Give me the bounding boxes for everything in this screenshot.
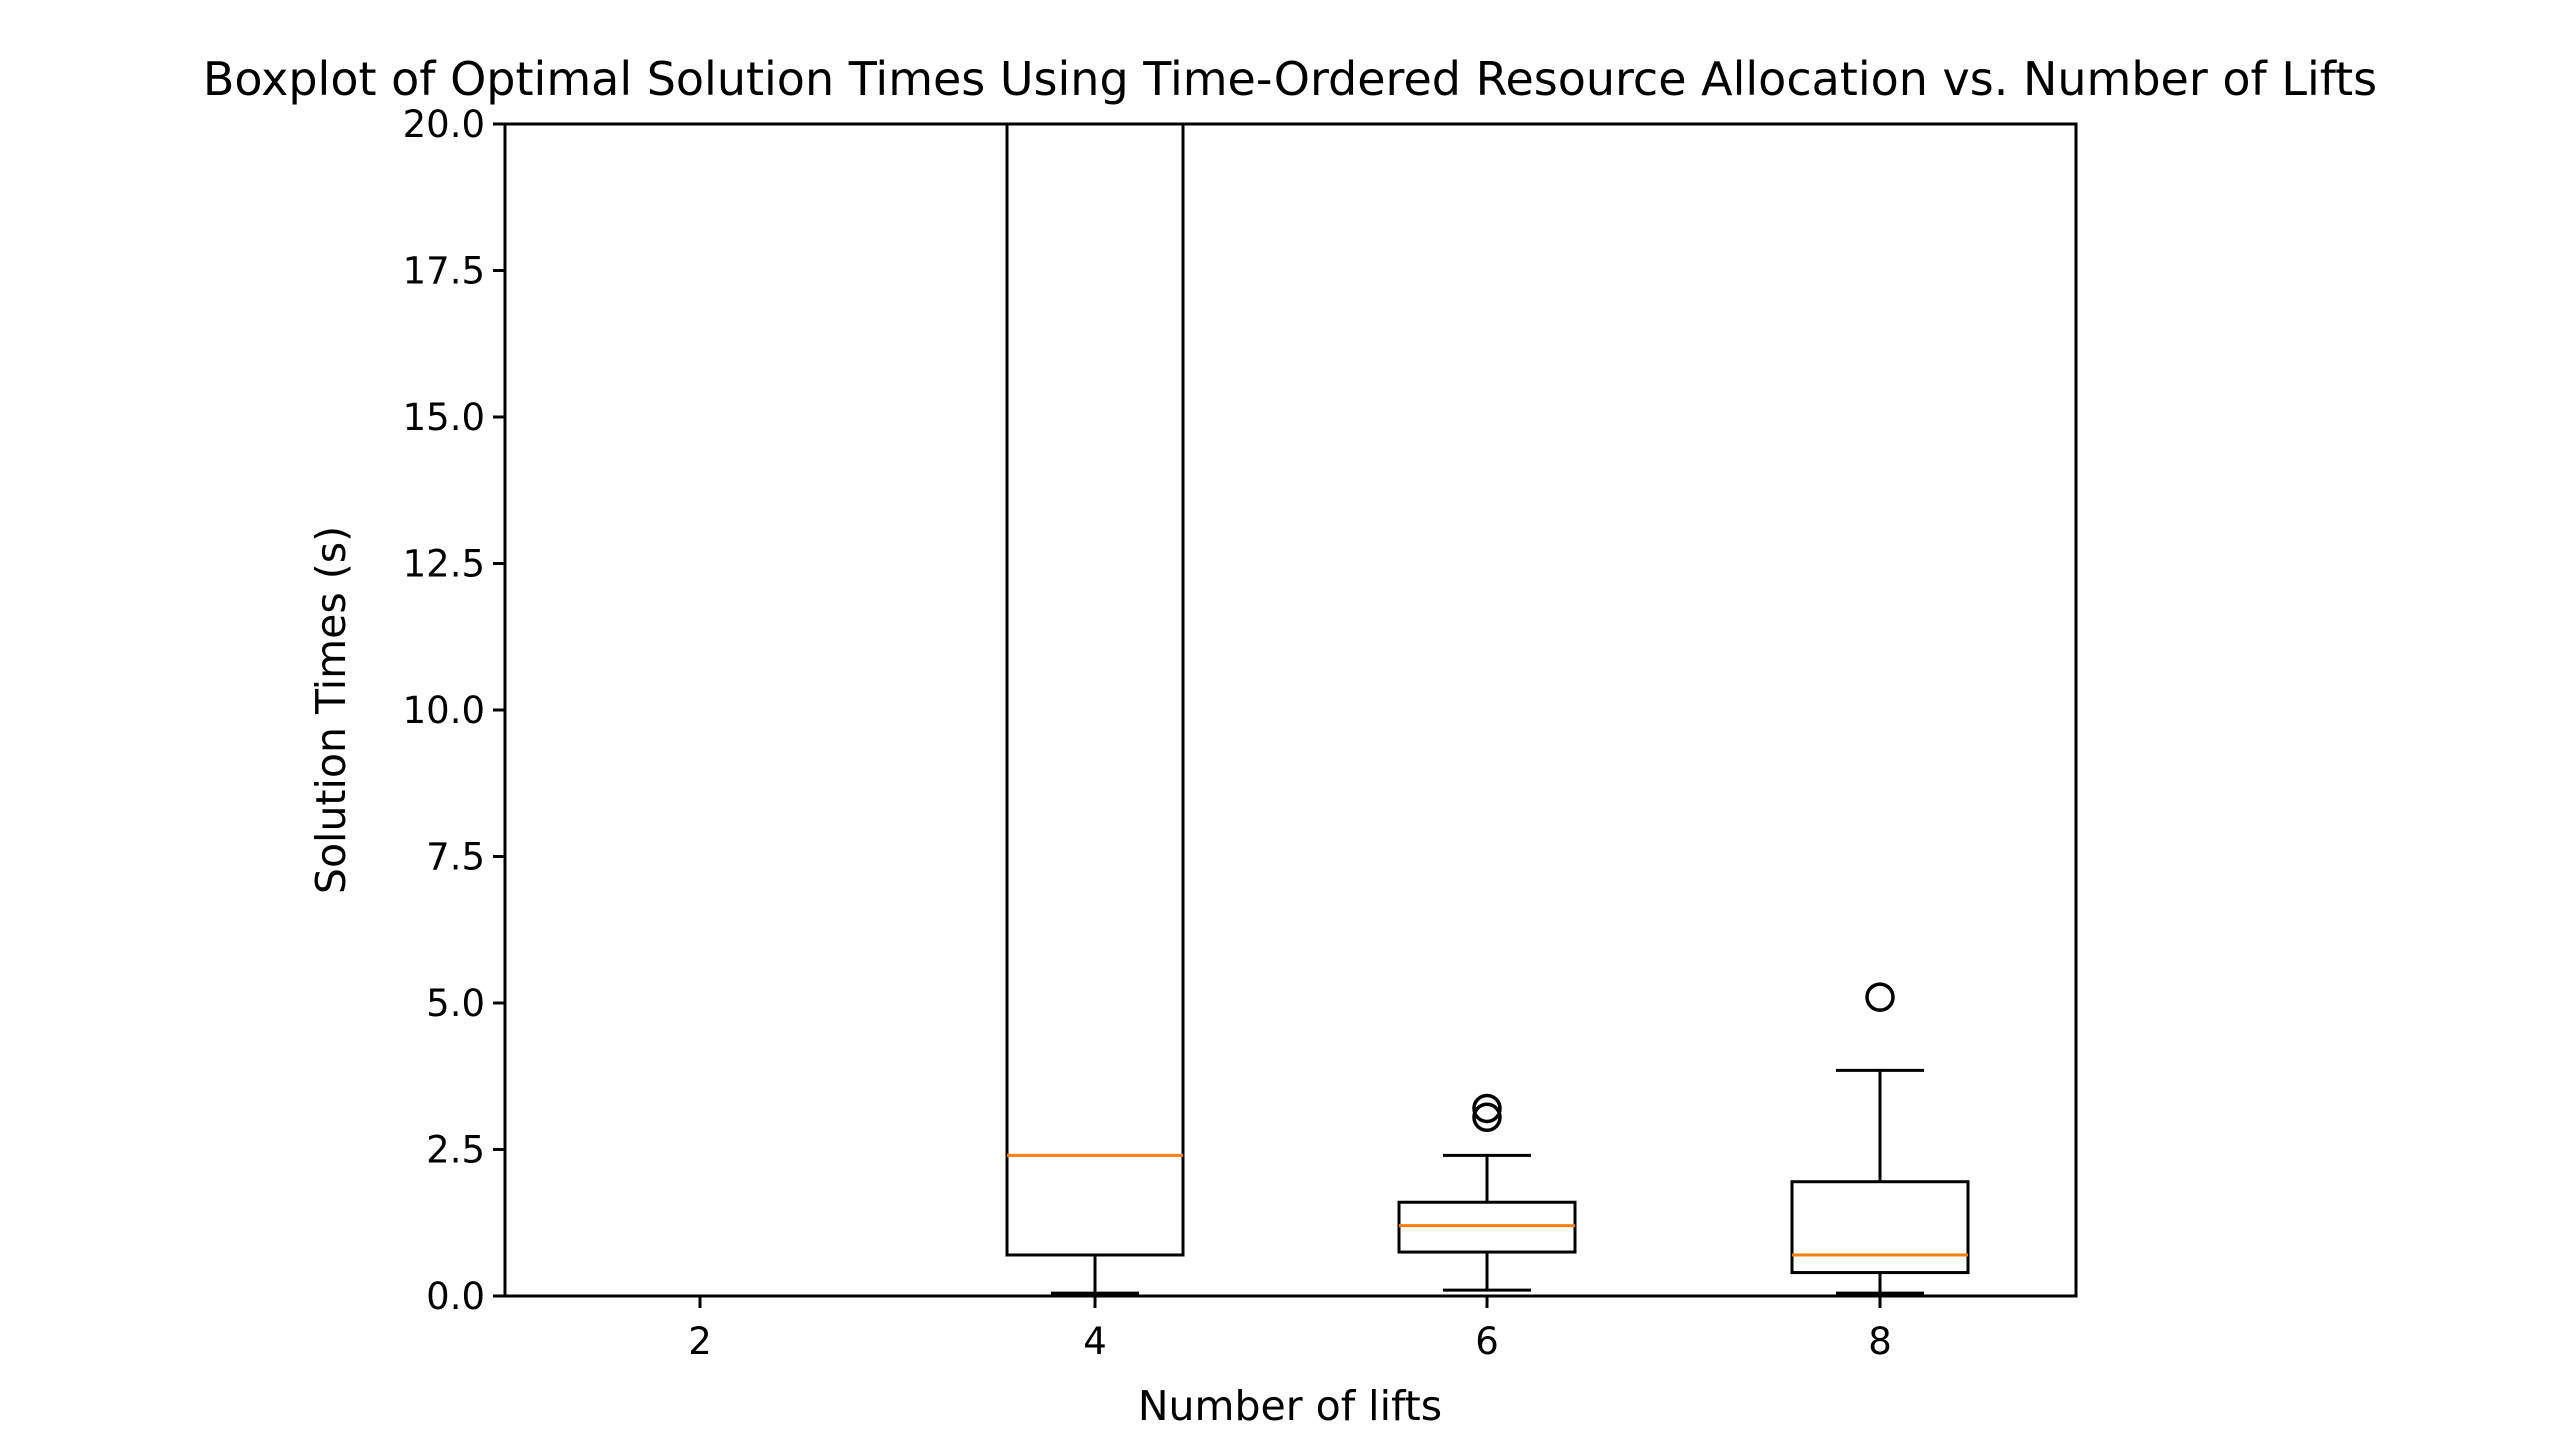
- y-tick-label: 17.5: [403, 250, 485, 293]
- y-tick-label: 10.0: [403, 689, 485, 732]
- y-tick-label: 12.5: [403, 543, 485, 586]
- y-tick-label: 0.0: [426, 1275, 485, 1318]
- y-tick-label: 7.5: [426, 836, 485, 879]
- y-axis-label: Solution Times (s): [307, 526, 355, 894]
- y-tick-label: 5.0: [426, 982, 485, 1025]
- y-tick-label: 2.5: [426, 1129, 485, 1172]
- boxes-group: [1005, 122, 1970, 1295]
- y-tick-label: 20.0: [403, 103, 485, 146]
- outlier-point: [1865, 982, 1895, 1012]
- y-tick-label: 15.0: [403, 396, 485, 439]
- box-iqr: [1005, 122, 1185, 1257]
- outlier-point: [1472, 1102, 1502, 1133]
- x-tick-label: 8: [1868, 1320, 1892, 1363]
- x-axis-label: Number of lifts: [1138, 1382, 1442, 1430]
- chart-title: Boxplot of Optimal Solution Times Using …: [203, 52, 2377, 106]
- x-tick-label: 4: [1083, 1320, 1107, 1363]
- x-tick-label: 2: [688, 1320, 712, 1363]
- box-iqr: [1790, 1180, 1970, 1275]
- plot-frame: [503, 122, 2078, 1298]
- x-tick-label: 6: [1475, 1320, 1499, 1363]
- x-axis: 2 4 6 8: [688, 1296, 1892, 1363]
- outlier-point: [1472, 1093, 1502, 1124]
- y-axis: 0.0 2.5 5.0 7.5 10.0 12.5 15.0 17.5 20.0: [403, 103, 505, 1318]
